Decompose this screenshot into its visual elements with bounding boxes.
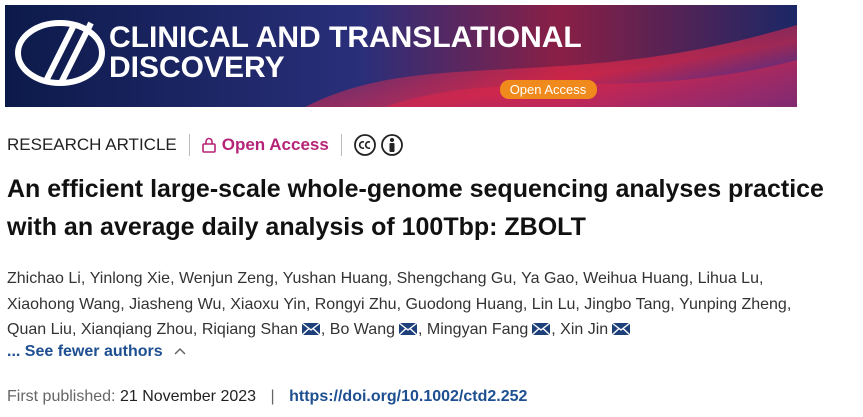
author-name[interactable]: Jingbo Tang: [584, 295, 671, 313]
article-title: An efficient large-scale whole-genome se…: [7, 175, 824, 241]
doi-link[interactable]: https://doi.org/10.1002/ctd2.252: [289, 388, 528, 405]
author-name[interactable]: Ya Gao: [521, 270, 575, 287]
journal-name: CLINICAL AND TRANSLATIONAL: [109, 21, 582, 54]
author-name[interactable]: Mingyan Fang: [426, 321, 529, 338]
journal-name: DISCOVERY: [109, 51, 285, 84]
author-separator: ,: [512, 270, 522, 287]
separator: |: [270, 388, 275, 405]
author: Yunping Zheng,: [679, 296, 791, 313]
author-name[interactable]: Wenjun Zeng: [178, 270, 274, 287]
author-separator: ,: [418, 321, 427, 338]
author-name[interactable]: Xianqiang Zhou: [80, 321, 193, 338]
author-name[interactable]: Zhichao Li: [7, 270, 81, 287]
author: Quan Liu,: [7, 321, 81, 338]
separator: [188, 134, 190, 156]
author: Yushan Huang,: [283, 270, 397, 287]
author: Rongyi Zhu,: [315, 296, 406, 313]
author-separator: ,: [273, 270, 283, 287]
author-separator: ,: [575, 295, 585, 313]
separator: [340, 134, 342, 156]
email-icon[interactable]: [301, 322, 321, 336]
author-separator: ,: [120, 295, 130, 313]
email-icon[interactable]: [398, 322, 418, 336]
author-separator: ,: [522, 295, 532, 313]
badge-text: Open Access: [510, 82, 587, 97]
author-name[interactable]: Bo Wang: [329, 321, 395, 338]
author-separator: ,: [670, 295, 680, 313]
journal-banner: CLINICAL AND TRANSLATIONAL DISCOVERY Ope…: [5, 5, 797, 107]
author: Weihua Huang,: [583, 270, 697, 287]
lock-icon: [201, 137, 216, 153]
published-label: First published:: [7, 388, 116, 405]
author-name[interactable]: Jiasheng Wu: [129, 295, 222, 313]
author-name[interactable]: Guodong Huang: [405, 295, 523, 313]
author-name[interactable]: Weihua Huang: [583, 270, 689, 287]
author-separator: ,: [320, 321, 330, 338]
author: Lin Lu,: [532, 296, 584, 313]
badge: [500, 80, 597, 99]
author-name[interactable]: Yinlong Xie: [89, 270, 171, 287]
author-name[interactable]: Yushan Huang: [282, 270, 388, 287]
author: Xiaoxu Yin,: [230, 296, 315, 313]
article-meta: RESEARCH ARTICLE Open Access: [7, 133, 406, 157]
author-separator: ,: [688, 270, 698, 287]
author-name[interactable]: Yunping Zheng: [679, 295, 787, 313]
author-name[interactable]: Shengchang Gu: [396, 270, 513, 287]
author-separator: ,: [387, 270, 397, 287]
author: Bo Wang,: [330, 321, 427, 338]
author-separator: ,: [551, 321, 561, 338]
license-icons[interactable]: [353, 133, 406, 157]
author: Xiaohong Wang,: [7, 296, 129, 313]
author: Riqiang Shan,: [202, 321, 330, 338]
author-separator: ,: [80, 270, 90, 287]
author-name[interactable]: Lihua Lu: [697, 270, 759, 287]
author-name[interactable]: Xin Jin: [560, 321, 609, 338]
author-name[interactable]: Xiaoxu Yin: [230, 295, 306, 313]
article-type: RESEARCH ARTICLE: [7, 135, 177, 154]
email-icon[interactable]: [611, 322, 631, 336]
author: Wenjun Zeng,: [179, 270, 283, 287]
author-separator: ,: [574, 270, 584, 287]
publication-info: First published: 21 November 2023 | http…: [7, 388, 527, 406]
chevron-up[interactable]: [173, 346, 187, 356]
author: Ya Gao,: [521, 270, 583, 287]
author-name[interactable]: Lin Lu: [531, 295, 576, 313]
author: Lihua Lu,: [698, 270, 764, 287]
author-list: Zhichao Li, Yinlong Xie, Wenjun Zeng, Yu…: [7, 266, 859, 343]
author-separator: ,: [221, 295, 231, 313]
author-name[interactable]: Quan Liu: [7, 321, 72, 338]
author-separator: ,: [170, 270, 179, 287]
author-separator: ,: [305, 295, 315, 313]
author: Mingyan Fang,: [427, 321, 560, 338]
author-name[interactable]: Rongyi Zhu: [314, 295, 397, 313]
published-date: 21 November 2023: [119, 388, 257, 405]
author-separator: ,: [192, 321, 202, 338]
author-separator: ,: [396, 295, 406, 313]
author: Yinlong Xie,: [90, 270, 179, 287]
author: Zhichao Li,: [7, 270, 90, 287]
toggle-text[interactable]: ... See fewer authors: [7, 343, 163, 360]
author: Guodong Huang,: [405, 296, 531, 313]
author: Xianqiang Zhou,: [81, 321, 202, 338]
author-name[interactable]: Xiaohong Wang: [7, 295, 121, 313]
author-name[interactable]: Riqiang Shan: [201, 321, 298, 338]
author-separator: ,: [758, 270, 764, 287]
author: Jingbo Tang,: [584, 296, 679, 313]
email-icon[interactable]: [531, 322, 551, 336]
author: Xin Jin: [560, 321, 631, 338]
author-separator: ,: [71, 321, 81, 338]
author-separator: ,: [786, 295, 792, 313]
open-access[interactable]: Open Access: [221, 135, 329, 154]
author: Jiasheng Wu,: [129, 296, 230, 313]
author: Shengchang Gu,: [397, 270, 522, 287]
author-toggle[interactable]: ... See fewer authors: [7, 343, 187, 361]
